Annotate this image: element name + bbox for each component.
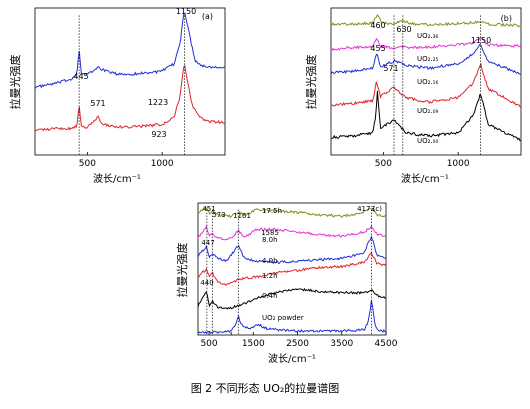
panel-c-ylabel: 拉曼光强度 [175,243,189,298]
x-tick-label: 1000 [447,159,470,169]
panel-a-xlabel: 波长/cm⁻¹ [93,172,141,185]
series-line-0-1 [34,64,226,132]
panel-c-xlabel: 波长/cm⁻¹ [268,352,316,365]
x-tick-label: 500 [200,339,217,349]
panel-a: 500 1000 (a) 445 571 1150 1223 923 波长/cm⁻… [8,7,226,185]
series-line-17-5h [197,207,387,218]
series-line-1-2h [197,251,387,286]
series-line-uo- [330,43,522,75]
panel-b-marks: 500 1000 [330,13,522,169]
x-tick-label: 500 [375,159,392,169]
annotation-630: 630 [396,25,411,34]
annotation-460: 460 [370,21,385,30]
series-label-uo216: UO₂.₁₆ [417,78,438,86]
series-label-uo200: UO₂.₀₀ [417,137,438,145]
label-1-2h: 1.2h [262,272,278,280]
panel-a-marks: 500 1000 [34,12,226,169]
series-line-0-4h [197,287,387,310]
annotation-1585: 1585 [261,229,279,237]
annotation-445: 445 [73,72,88,81]
annotation-923: 923 [151,130,166,139]
panel-c: 500 1500 2500 3500 4500 (c) 451 573 1161 158… [175,202,398,365]
annotation-4173: 4173 [357,205,375,213]
annotation-571: 571 [90,99,105,108]
x-tick-label: 500 [79,159,96,169]
annotation-451: 451 [202,205,215,213]
panel-a-label: (a) [202,12,213,21]
panel-b: 500 1000 (b) 460 455 571 630 1150 UO₂.₃₆ … [304,7,522,185]
annotation-447: 447 [201,239,214,247]
annotation-1223: 1223 [148,98,168,107]
panel-b-ylabel: 拉曼光强度 [304,55,318,110]
annotation-440: 440 [200,279,213,287]
series-label-uo225: UO₂.₂₅ [417,55,438,63]
panel-c-frame [197,202,387,336]
panel-b-frame [330,7,522,156]
label-17-5h: 17.5h [262,207,282,215]
label-0-4h: 0.4h [262,292,278,300]
annotation-455: 455 [370,44,385,53]
panel-b-xlabel: 波长/cm⁻¹ [401,172,449,185]
series-line-uo- [330,13,522,28]
series-line-uo-powder [197,300,387,334]
annotation-1150b: 1150 [471,36,491,45]
panel-a-frame [34,7,226,156]
series-line-uo- [330,62,522,109]
series-line-uo- [330,37,522,51]
series-line-4-0h [197,235,387,265]
label-8-0h: 8.0h [262,236,278,244]
annotation-1150: 1150 [176,7,196,16]
figure-caption: 图 2 不同形态 UO₂的拉曼谱图 [190,382,340,395]
x-tick-label: 1000 [151,159,174,169]
panel-a-ylabel: 拉曼光强度 [8,55,22,110]
x-tick-label: 1500 [242,339,265,349]
series-label-uo236: UO₂.₃₆ [417,32,438,40]
series-line-8-0h [197,224,387,241]
x-tick-label: 4500 [375,339,398,349]
label-4-0h: 4.0h [262,257,278,265]
series-line-uo- [330,90,522,142]
annotation-1161: 1161 [233,212,251,220]
x-tick-label: 3500 [330,339,353,349]
panel-b-label: (b) [501,14,512,23]
panel-c-label: (c) [373,205,383,213]
x-tick-label: 2500 [286,339,309,349]
label-uo2-powder: UO₂ powder [262,314,304,322]
series-label-uo209: UO₂.₀₉ [417,107,438,115]
series-line-0-0 [34,12,226,89]
annotation-571b: 571 [383,64,398,73]
panel-c-marks: 500 1500 2500 3500 4500 [197,207,398,349]
annotation-573: 573 [212,211,225,219]
